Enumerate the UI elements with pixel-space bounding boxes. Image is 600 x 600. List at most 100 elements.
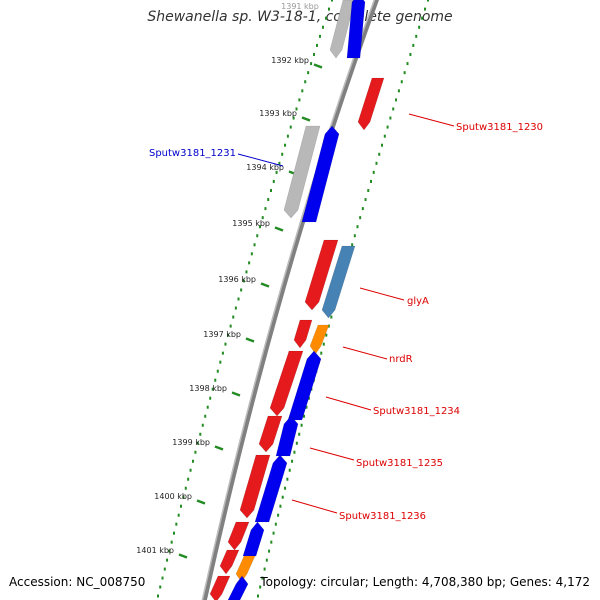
kbp-tick-label: 1391 kbp (281, 2, 319, 11)
left-ring-dot (237, 297, 240, 301)
right-ring-dot (295, 441, 298, 445)
left-ring-dot (194, 450, 197, 454)
kbp-tick-label: 1392 kbp (271, 56, 309, 65)
left-ring-dot (199, 432, 202, 436)
left-ring-dot (275, 170, 278, 174)
gene-label[interactable]: glyA (407, 296, 429, 307)
left-ring-dot (295, 107, 298, 111)
gene-red-small-4[interactable] (219, 549, 240, 575)
right-ring-dot (284, 486, 287, 490)
left-ring-dot (180, 504, 183, 508)
gene-red-small-1[interactable] (293, 319, 313, 349)
left-ring-dot (264, 207, 267, 211)
gene-sputw3181-1230[interactable] (357, 77, 385, 131)
left-ring-dot (172, 531, 175, 535)
right-ring-dot (421, 16, 424, 20)
left-ring-dot (310, 62, 313, 66)
left-ring-dot (281, 152, 284, 156)
left-ring-dot (240, 288, 243, 292)
genome-stats-text: Topology: circular; Length: 4,708,380 bp… (260, 575, 590, 589)
right-ring-dot (359, 216, 362, 220)
right-ring-dot (367, 189, 370, 193)
right-ring-dot (270, 540, 273, 544)
left-ring-dot (232, 315, 235, 319)
left-ring-dot (221, 351, 224, 355)
left-ring-dot (286, 134, 289, 138)
gene-red-1236[interactable] (239, 454, 271, 519)
left-ring-dot (187, 477, 190, 481)
left-ring-dot (269, 189, 272, 193)
right-ring-dot (277, 513, 280, 517)
gene-label[interactable]: Sputw3181_1235 (356, 458, 443, 469)
left-ring-dot (196, 441, 199, 445)
left-ring-dot (284, 143, 287, 147)
left-ring-dot (184, 486, 187, 490)
left-ring-dot (204, 414, 207, 418)
left-ring-dot (324, 16, 327, 20)
right-ring-dot (257, 594, 259, 598)
right-ring-dot (293, 450, 296, 454)
gene-label[interactable]: Sputw3181_1236 (339, 511, 426, 522)
kbp-tick-label: 1395 kbp (232, 219, 270, 228)
gene-gray-2[interactable] (283, 125, 321, 219)
gene-sputw3181-1236[interactable] (254, 454, 288, 523)
kbp-tick-label: 1400 kbp (154, 492, 192, 501)
kbp-ticks: 1392 kbp 1393 kbp 1394 kbp 1395 kbp 1396 kbp… (136, 2, 323, 559)
right-ring-dot (389, 116, 392, 120)
gene-red-small-5[interactable] (209, 575, 231, 600)
left-ring-dot (159, 585, 162, 589)
kbp-tick-label: 1396 kbp (218, 275, 256, 284)
right-ring-dot (397, 89, 400, 93)
left-ring-dot (163, 567, 166, 571)
kbp-tick-mark (178, 553, 188, 559)
left-ring-dot (304, 80, 307, 84)
gene-sputw3181-1235[interactable] (275, 415, 299, 457)
gene-blue-small-4[interactable] (227, 575, 249, 600)
gene-blue-1234[interactable] (287, 350, 322, 421)
right-ring-dot (381, 143, 384, 147)
right-ring-dot (261, 576, 264, 580)
gene-red-small-3[interactable] (227, 521, 250, 551)
gene-red-small-2[interactable] (258, 415, 283, 453)
gene-blue-1[interactable] (346, 0, 366, 59)
kbp-tick-mark (231, 391, 241, 397)
gene-gray-1[interactable] (329, 0, 356, 59)
left-ring-dot (161, 576, 164, 580)
gene-sputw3181-1231[interactable] (301, 125, 340, 223)
left-ring-dot (278, 161, 281, 165)
label-leader-line (359, 287, 405, 301)
left-ring-dot (224, 342, 227, 346)
left-ring-dot (256, 234, 259, 238)
kbp-tick-label: 1398 kbp (189, 384, 227, 393)
right-ring-dot (268, 549, 271, 553)
left-ring-dot (261, 216, 264, 220)
gene-red-glya-inner[interactable] (304, 239, 339, 311)
right-ring-dot (288, 468, 291, 472)
gene-label[interactable]: Sputw3181_1231 (149, 148, 236, 159)
left-ring-dot (248, 261, 251, 265)
gene-orange-2[interactable] (235, 555, 256, 583)
gene-label[interactable]: nrdR (389, 354, 413, 365)
accession-text: Accession: NC_008750 (9, 575, 146, 589)
genome-title: Shewanella sp. W3-18-1, complete genome (147, 9, 453, 25)
gene-features (209, 0, 385, 600)
gene-sputw3181-1234[interactable] (269, 350, 304, 417)
left-ring-dot (170, 540, 173, 544)
right-ring-dot (272, 531, 275, 535)
left-ring-dot (292, 116, 295, 120)
label-leader-lines: Sputw3181_1230 Sputw3181_1231 glyA nrdR Sput… (149, 113, 543, 522)
label-leader-line (309, 447, 355, 461)
right-ring-dot (305, 405, 308, 409)
left-ring-dot (177, 513, 180, 517)
right-ring-dot (415, 34, 418, 38)
kbp-tick-mark (214, 445, 224, 451)
gene-label[interactable]: Sputw3181_1234 (373, 406, 460, 417)
left-ring-dot (182, 495, 185, 499)
gene-glya[interactable] (321, 245, 356, 319)
left-ring-dot (321, 25, 324, 29)
right-ring-dot (356, 225, 359, 229)
gene-label[interactable]: Sputw3181_1230 (456, 122, 543, 133)
label-leader-line (237, 153, 284, 167)
gene-nrdr[interactable] (309, 324, 330, 355)
left-ring-dot (209, 396, 212, 400)
